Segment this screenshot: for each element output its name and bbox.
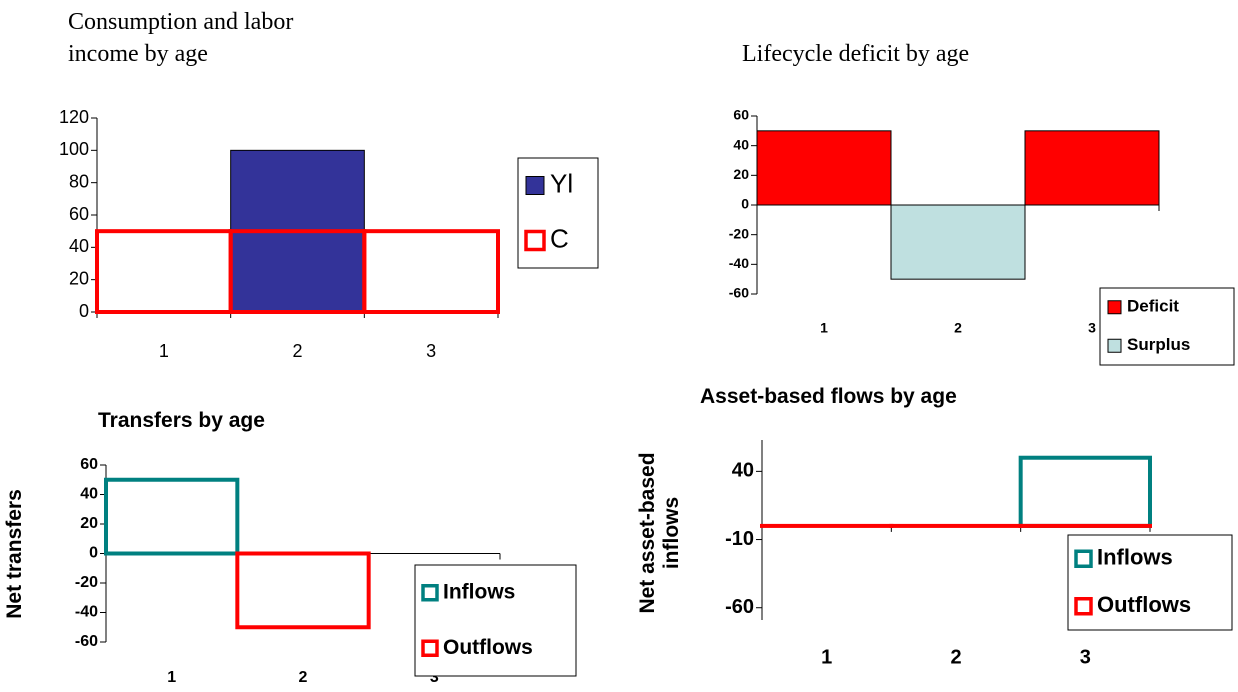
y-axis-title: Net transfers [3,489,26,619]
x-tick-label: 2 [292,341,302,361]
y-tick-label: 20 [733,166,749,182]
x-tick-label: 1 [821,646,832,668]
y-tick-label: -60 [75,633,98,650]
bar-outline [104,477,240,556]
y-tick-label: 60 [80,456,98,473]
legend-swatch [524,229,546,252]
y-tick-label: 100 [59,139,89,159]
y-tick-label: -10 [725,528,754,550]
legend-swatch [421,584,439,602]
x-tick-label: 3 [1088,320,1096,336]
y-tick-label: 0 [741,196,749,212]
bar-outline [362,229,501,315]
legend-box [1067,534,1233,631]
legend-swatch [1074,597,1093,616]
y-tick-label: 0 [79,301,89,321]
x-tick-label: 3 [426,341,436,361]
chart-title: Consumption and labor income by age [68,9,294,67]
legend-label: Deficit [1127,297,1179,316]
legend-swatch [1074,549,1093,568]
x-tick-label: 3 [1080,646,1091,668]
chart-title: Asset-based flows by age [700,385,957,408]
y-tick-label: 60 [733,107,749,123]
bar-outline [95,229,233,315]
y-tick-label: -40 [75,604,98,621]
legend-swatch [525,176,545,195]
legend-label: Outflows [443,636,533,659]
chart-title: Transfers by age [98,409,265,432]
bar [1024,130,1160,206]
y-tick-label: 40 [80,486,98,503]
chart-title: Lifecycle deficit by age [742,41,970,67]
y-tick-label: 120 [59,107,89,127]
legend-label: Inflows [443,580,515,603]
x-tick-label: 3 [430,669,439,686]
legend-label: Surplus [1127,335,1190,354]
bar [756,130,892,206]
legend-label: Outflows [1097,592,1191,617]
y-tick-label: 0 [89,545,98,562]
legend-swatch [1107,338,1122,353]
legend-label: C [550,223,569,253]
x-tick-label: 2 [954,320,962,336]
y-tick-label: 40 [69,236,89,256]
y-tick-label: 80 [69,171,89,191]
y-tick-label: 40 [732,460,754,482]
bar-outline [235,551,371,630]
y-tick-label: -40 [729,255,749,271]
bar [890,204,1026,280]
x-tick-label: 1 [159,341,169,361]
bar-outline [1018,455,1153,528]
x-tick-label: 1 [820,320,828,336]
x-tick-label: 2 [950,646,961,668]
y-tick-label: 40 [733,136,749,152]
legend-label: Inflows [1097,545,1173,570]
legend-swatch [1107,300,1122,315]
y-tick-label: -20 [729,225,749,241]
x-tick-label: 2 [299,669,308,686]
legend-box [1099,287,1235,366]
y-tick-label: -60 [729,285,749,301]
legend-box [414,564,577,677]
y-tick-label: 20 [80,515,98,532]
x-tick-label: 1 [167,669,176,686]
y-tick-label: 60 [69,204,89,224]
legend-label: Yl [550,168,573,198]
y-tick-label: -60 [725,596,754,618]
y-axis-title: Net asset-based inflows [636,452,683,614]
legend-swatch [421,639,439,657]
y-tick-label: -20 [75,574,98,591]
y-tick-label: 20 [69,268,89,288]
